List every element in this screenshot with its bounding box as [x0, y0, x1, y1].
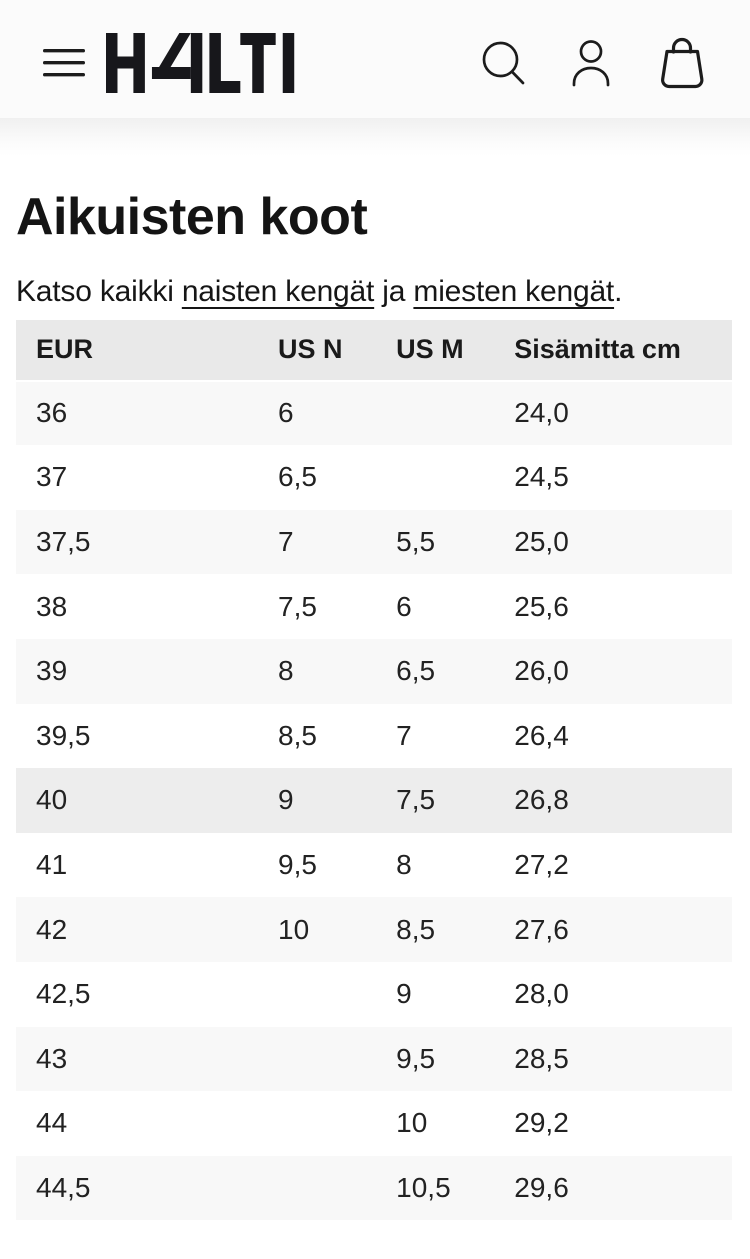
table-cell: 5,5: [376, 509, 495, 575]
table-cell: 29,2: [514, 1107, 569, 1139]
table-cell: 39: [16, 638, 259, 704]
table-cell: 44: [36, 1107, 68, 1139]
table-cell: 25,6: [514, 590, 569, 622]
table-cell: 38: [36, 590, 68, 622]
intro-text-after: .: [614, 274, 623, 308]
table-cell: 24,0: [494, 380, 732, 446]
table-cell: [258, 962, 376, 1027]
table-cell: 9: [258, 768, 377, 833]
table-cell: 6: [258, 380, 377, 446]
table-cell: 6: [396, 590, 412, 622]
table-cell: 42,5: [36, 978, 91, 1010]
column-header: EUR: [16, 319, 259, 382]
table-cell: 7,5: [376, 768, 495, 833]
table-cell: 26,0: [494, 638, 732, 704]
column-header: US M: [376, 319, 495, 382]
table-cell: 37,5: [16, 509, 259, 575]
table-row: 42,5 9 28,0: [16, 962, 732, 1027]
halti-logo-icon: [106, 33, 296, 93]
table-cell: 25,0: [494, 509, 732, 575]
table-cell: 7: [396, 719, 412, 751]
intro-text: Katso kaikki naisten kengät ja miesten k…: [16, 270, 656, 314]
table-row: 39,5 8,5 7 26,4: [16, 704, 732, 769]
table-cell: 27,2: [514, 849, 569, 881]
table-cell: 43: [16, 1026, 259, 1092]
table-row: 43 9,5 28,5: [16, 1026, 732, 1092]
table-row: 36 6 24,0: [16, 380, 732, 446]
table-cell: 6,5: [278, 461, 317, 493]
table-cell: 42: [16, 897, 259, 962]
table-row: 41 9,5 8 27,2: [16, 833, 732, 898]
table-row: 42 10 8,5 27,6: [16, 897, 732, 962]
cart-button[interactable]: [656, 36, 708, 90]
page-title: Aikuisten koot: [16, 188, 368, 246]
search-button[interactable]: [480, 40, 526, 86]
table-cell: 9: [396, 978, 412, 1010]
table-cell: 24,5: [514, 461, 569, 493]
table-cell: 10: [258, 897, 377, 962]
column-header: US N: [258, 319, 377, 382]
table-row: 39 8 6,5 26,0: [16, 638, 732, 704]
search-icon: [480, 40, 526, 86]
intro-text-before: Katso kaikki: [16, 274, 182, 308]
size-table-body: 36 6 24,0 37 6,5 24,5 37,5 7 5,5 25,0 38 7,5 6 25,6 39…: [16, 380, 732, 1221]
table-cell: 8: [396, 849, 412, 881]
site-header: HALTI: [0, 0, 750, 118]
table-cell: 39,5: [36, 719, 91, 751]
table-cell: 40: [16, 768, 259, 833]
table-row: 40 9 7,5 26,8: [16, 768, 732, 833]
main-content: Aikuisten koot Katso kaikki naisten keng…: [0, 156, 750, 1221]
table-cell: 6,5: [376, 638, 495, 704]
table-cell: 44,5: [16, 1155, 259, 1221]
table-cell: [258, 1026, 377, 1092]
table-cell: 28,5: [494, 1026, 732, 1092]
table-cell: 26,4: [514, 719, 569, 751]
table-cell: 9,5: [278, 849, 317, 881]
table-row: 37,5 7 5,5 25,0: [16, 509, 732, 575]
table-cell: [376, 445, 494, 510]
table-cell: 28,0: [514, 978, 569, 1010]
table-cell: 8,5: [376, 897, 495, 962]
intro-text-between: ja: [374, 274, 414, 308]
table-cell: 10: [396, 1107, 428, 1139]
table-cell: 7: [258, 509, 377, 575]
table-cell: 29,6: [494, 1155, 732, 1221]
table-row: 44,5 10,5 29,6: [16, 1155, 732, 1221]
account-button[interactable]: [571, 39, 611, 87]
table-row: 44 10 29,2: [16, 1091, 732, 1156]
account-icon: [571, 39, 611, 87]
table-cell: 7,5: [278, 590, 317, 622]
womens-shoes-link[interactable]: naisten kengät: [181, 274, 375, 308]
table-cell: [258, 1155, 377, 1221]
table-row: 38 7,5 6 25,6: [16, 574, 732, 639]
menu-icon: [43, 49, 85, 77]
header-icons: [480, 36, 708, 90]
table-cell: 37: [36, 461, 68, 493]
table-cell: 41: [36, 849, 68, 881]
table-cell: 26,8: [494, 768, 732, 833]
table-cell: 10,5: [376, 1155, 495, 1221]
mens-shoes-link[interactable]: miesten kengät: [413, 274, 615, 308]
menu-button[interactable]: [43, 49, 85, 77]
table-cell: 9,5: [376, 1026, 495, 1092]
table-cell: [376, 380, 495, 446]
header-shadow: [0, 118, 750, 156]
table-cell: [258, 1091, 376, 1156]
column-header: Sisämitta cm: [494, 319, 732, 382]
size-table-head-row: EUR US N US M Sisämitta cm: [16, 319, 732, 382]
size-table: EUR US N US M Sisämitta cm 36 6 24,0 37 6,5 24,5…: [16, 319, 732, 1221]
table-cell: 8,5: [278, 719, 317, 751]
bag-icon: [656, 36, 708, 90]
table-cell: 36: [16, 380, 259, 446]
brand-logo[interactable]: HALTI: [106, 33, 296, 93]
table-cell: 27,6: [494, 897, 732, 962]
table-row: 37 6,5 24,5: [16, 445, 732, 510]
table-cell: 8: [258, 638, 377, 704]
